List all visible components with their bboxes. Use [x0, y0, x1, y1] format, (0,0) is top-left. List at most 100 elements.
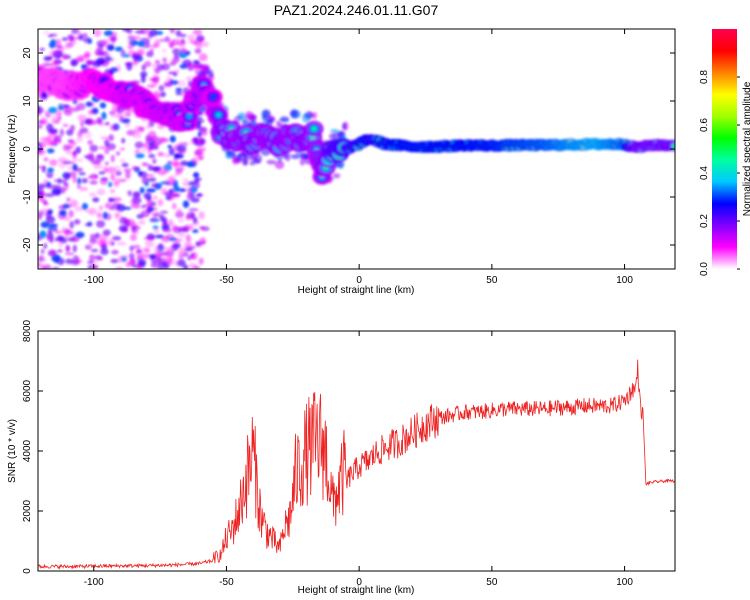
spectral-blob — [78, 33, 84, 41]
snr-y-axis-label: SNR (10 * v/v) — [7, 419, 18, 483]
spectral-blob — [187, 187, 193, 194]
spectral-blob — [65, 244, 70, 253]
spectral-blob — [43, 57, 52, 62]
spectral-blob — [172, 56, 180, 64]
spectral-blob — [187, 34, 196, 42]
spectral-blob — [73, 219, 81, 224]
spectral-blob — [132, 244, 141, 249]
spectral-blob — [132, 58, 138, 66]
spectral-blob — [111, 249, 119, 255]
spectral-blob — [165, 195, 172, 201]
spectral-blob — [94, 48, 103, 57]
spectral-blob — [68, 209, 74, 218]
spectral-blob — [171, 192, 181, 198]
y-tick-label: 4000 — [22, 439, 33, 462]
spectral-blob — [87, 260, 95, 265]
snr-panel: -100 -50 0 50 100 0 2000 4000 6000 8000 Height of… — [7, 319, 676, 596]
spectral-blob — [151, 183, 159, 188]
spectral-blob — [194, 177, 202, 181]
spectral-blob — [151, 140, 159, 149]
spectral-blob — [179, 33, 187, 38]
spectral-blob — [48, 107, 58, 114]
spectral-blob — [46, 148, 55, 154]
spectral-blob — [128, 252, 135, 260]
spectral-blob — [174, 153, 184, 159]
spectral-blob — [146, 84, 157, 88]
x-tick-label: -50 — [219, 275, 234, 286]
spectral-blob — [54, 230, 62, 234]
spectral-blob — [48, 226, 54, 230]
spectral-blob — [40, 248, 45, 254]
spectral-blob — [104, 148, 110, 155]
spectral-blob — [330, 128, 340, 134]
spectral-blob — [70, 107, 80, 112]
spectral-blob — [187, 255, 192, 261]
spectral-blob — [81, 203, 89, 210]
y-tick-label: 2000 — [22, 499, 33, 522]
spectral-blob — [116, 203, 126, 212]
spectral-blob — [55, 110, 62, 118]
spectral-blob — [62, 104, 70, 109]
spectral-blob — [121, 137, 126, 144]
spectral-blob — [284, 151, 291, 162]
colorbar-tick-label: 0.4 — [699, 166, 710, 180]
spectral-blob — [312, 112, 318, 119]
spectral-blob — [76, 183, 82, 189]
spectral-blob — [55, 38, 62, 47]
snr-series-line — [38, 359, 675, 570]
spectral-blob — [89, 180, 98, 185]
spectral-blob — [171, 243, 179, 252]
spectral-blob — [38, 124, 43, 129]
spectral-blob — [41, 165, 47, 173]
spectral-blob — [177, 80, 186, 87]
spectral-blob — [105, 122, 110, 126]
spectral-blob — [67, 34, 74, 41]
spectral-blob — [143, 236, 153, 240]
spectral-blob — [153, 227, 160, 235]
spectrogram-x-axis-label: Height of straight line (km) — [298, 285, 415, 296]
spectral-blob — [274, 160, 285, 170]
spectral-blob — [162, 216, 168, 225]
spectral-blob — [38, 191, 46, 197]
spectral-blob — [120, 255, 129, 259]
spectral-blob — [38, 183, 47, 189]
spectral-blob — [76, 177, 82, 185]
spectral-blob — [39, 47, 45, 52]
spectral-blob — [150, 261, 160, 268]
spectral-blob — [83, 52, 90, 59]
spectral-blob — [59, 128, 65, 137]
spectral-blob — [97, 57, 106, 65]
spectral-blob — [38, 141, 48, 148]
spectral-blob — [103, 30, 114, 37]
y-tick-label: -10 — [22, 189, 33, 204]
spectral-blob — [150, 216, 158, 222]
spectral-blob — [204, 65, 209, 75]
spectral-blob — [69, 140, 77, 146]
spectral-blob — [175, 167, 184, 172]
spectral-blob — [83, 38, 89, 45]
spectral-blob — [169, 29, 176, 34]
spectral-blob — [43, 157, 49, 162]
spectral-blob — [40, 208, 51, 213]
spectral-blob — [61, 179, 67, 183]
spectral-blob — [185, 234, 191, 242]
spectral-blob — [79, 127, 89, 134]
spectral-blob — [160, 91, 166, 98]
spectral-blob — [138, 220, 146, 225]
spectral-blob — [89, 233, 97, 239]
spectral-blob — [140, 148, 147, 153]
spectral-blob — [168, 189, 176, 193]
spectral-blob — [63, 109, 73, 116]
spectral-blob — [92, 197, 100, 203]
spectral-blob — [42, 91, 47, 99]
spectral-blob — [109, 36, 118, 42]
spectral-blob — [69, 221, 74, 229]
ridge-mark — [672, 144, 675, 148]
spectral-blob — [102, 211, 109, 220]
spectral-blob — [126, 62, 133, 71]
spectral-blob — [177, 188, 187, 193]
spectral-blob — [114, 177, 121, 185]
spectral-blob — [40, 221, 50, 228]
spectral-blob — [175, 87, 183, 92]
spectral-blob — [300, 154, 307, 159]
